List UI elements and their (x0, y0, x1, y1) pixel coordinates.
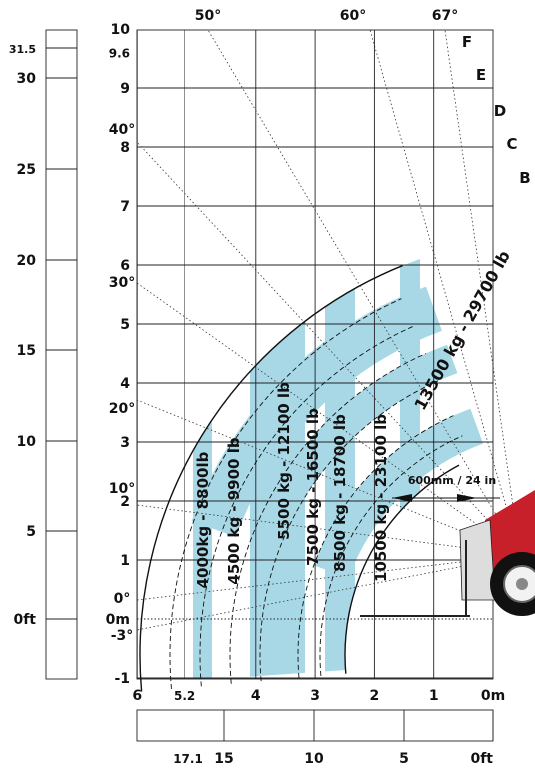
angle-left-label: 20° (109, 401, 135, 417)
height-label: 0m (106, 612, 130, 628)
height-label: 4 (120, 376, 130, 392)
height-label: 2 (120, 494, 130, 510)
angle-left-label: -3° (111, 628, 134, 644)
angle-top-label: 67° (432, 8, 458, 24)
bottom-ft-frame (136, 709, 494, 742)
grid (136, 29, 494, 680)
angle-top-label: 60° (340, 8, 366, 24)
zone-letter: E (476, 66, 486, 84)
angle-ray (136, 554, 521, 631)
ft-scale-label: 15 (17, 343, 36, 359)
fork-offset-label: 600mm / 24 in (408, 474, 496, 487)
ft-scale-label: 5 (26, 524, 36, 540)
angle-ray-top (207, 29, 521, 556)
bottom-m-label: 6 (132, 688, 142, 704)
zone-letter: F (462, 33, 472, 51)
ft-scale-label: 0ft (13, 612, 36, 628)
load-zone-arc (259, 380, 439, 682)
load-capacity-label: 8500 kg - 18700 lb (331, 414, 349, 572)
height-label: -1 (114, 671, 130, 687)
bottom-m-label: 4 (251, 688, 261, 704)
ft-scale-label: 10 (17, 434, 37, 450)
envelope-inner (344, 464, 460, 674)
load-capacity-label: 5500 kg - 12100 lb (275, 382, 293, 540)
zone-letter: D (494, 102, 506, 120)
height-label: 5 (120, 317, 130, 333)
ft-scale-frame (45, 29, 78, 680)
height-label: 6 (120, 258, 130, 274)
load-zone-arc (297, 415, 454, 678)
envelope-arcs (139, 264, 463, 692)
load-zone-arc (169, 298, 402, 690)
bottom-m-label: 1 (429, 688, 439, 704)
band-group (191, 249, 484, 679)
height-label: 8 (120, 140, 130, 156)
fork-offset-arrow-left (392, 494, 412, 502)
height-label: 9.6 (109, 47, 130, 61)
wheel-hub (516, 578, 528, 590)
angle-ray-top (444, 29, 521, 556)
ft-scale-label: 31.5 (9, 43, 36, 56)
load-band-column (400, 249, 420, 679)
bottom-m-label: 2 (370, 688, 380, 704)
bottom-ft-label: 0ft (470, 751, 493, 767)
bottom-ft-label: 17.1 (173, 752, 203, 766)
angle-ray (136, 141, 521, 556)
zone-letter: B (519, 169, 530, 187)
angle-left-label: 30° (109, 275, 135, 291)
ft-scale-label: 20 (17, 253, 37, 269)
load-band-arc (313, 408, 484, 579)
load-capacity-label: 7500 kg - 16500 lb (304, 408, 322, 566)
telehandler-illustration (360, 490, 535, 617)
height-label: 1 (120, 553, 130, 569)
ft-scale-label: 25 (17, 162, 36, 178)
load-capacity-label: 10500 kg - 23100 lb (372, 414, 390, 582)
height-label: 10 (111, 22, 131, 38)
bottom-ft-label: 5 (399, 751, 409, 767)
load-band-column (250, 249, 305, 679)
bottom-m-label: 3 (310, 688, 320, 704)
load-zone-arc (199, 325, 414, 687)
ft-scale-label: 30 (17, 71, 37, 87)
angle-left-label: 0° (114, 591, 131, 607)
bottom-ft-label: 10 (304, 751, 324, 767)
bottom-ft-label: 15 (214, 751, 233, 767)
height-label: 9 (120, 81, 130, 97)
zone-letter: C (506, 135, 517, 153)
angle-ray (136, 504, 521, 556)
left-ft-scale: 31.5 30 25 20 15 10 5 0ft (9, 29, 78, 680)
load-capacity-label: 4500 kg - 9900 lb (225, 437, 243, 584)
angle-top-label: 50° (195, 8, 221, 24)
angle-left-label: 40° (109, 122, 135, 138)
load-zone-arc (229, 353, 426, 684)
height-label: 3 (120, 435, 130, 451)
fork-offset-arrow-right (457, 494, 477, 502)
load-band-arc (249, 344, 458, 553)
angle-ray (136, 399, 521, 556)
bottom-m-label: 0m (481, 688, 505, 704)
load-capacity-label: 4000kg - 8800lb (194, 451, 212, 588)
envelope-outer (139, 264, 403, 692)
angle-left-label: 10° (109, 481, 135, 497)
load-band-arc (191, 286, 443, 538)
height-label: 7 (120, 199, 130, 215)
angle-ray-top (369, 29, 521, 556)
load-bands (191, 249, 484, 679)
angle-rays (136, 29, 521, 631)
angle-ray (136, 554, 521, 601)
bottom-m-label: 5.2 (174, 689, 195, 703)
